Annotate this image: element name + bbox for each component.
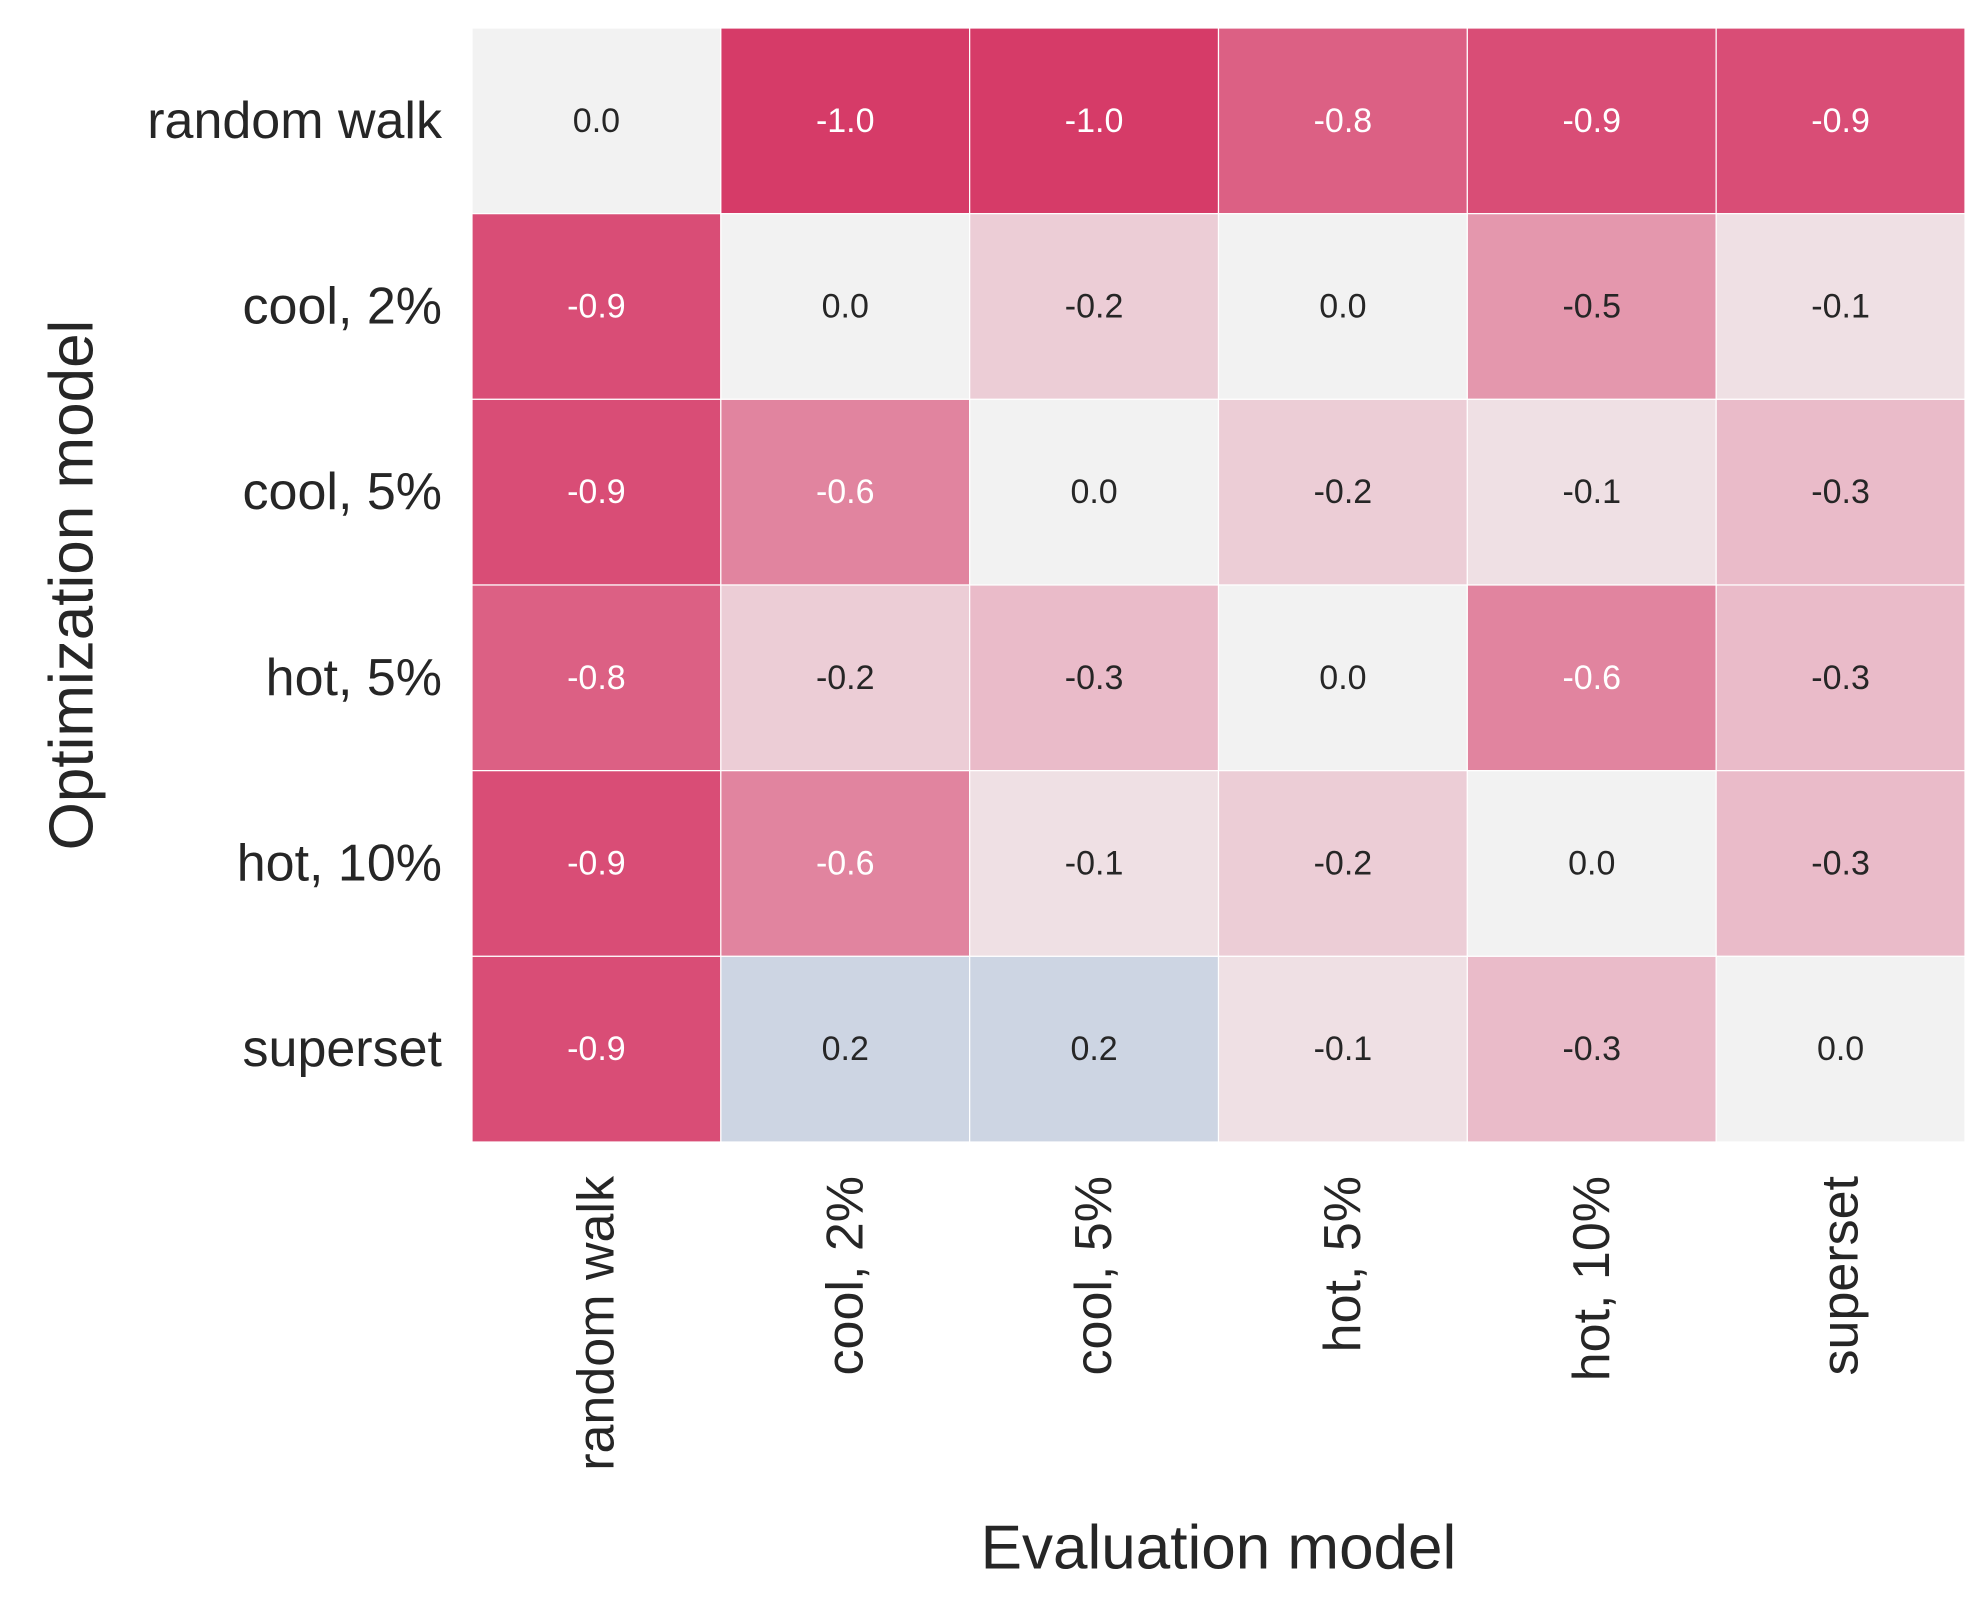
cell-value-label: -0.9 (1811, 102, 1870, 140)
y-tick-label: cool, 2% (243, 278, 442, 336)
y-tick-label: random walk (147, 92, 443, 150)
cell-value-label: -0.5 (1562, 288, 1621, 326)
cell-value-label: 0.0 (1319, 288, 1366, 326)
cell-value-label: -0.1 (1314, 1030, 1373, 1068)
cell-value-label: -0.9 (567, 288, 626, 326)
y-tick-label: cool, 5% (243, 463, 442, 521)
heatmap-cell (969, 584, 1220, 772)
cell-value-labels: 0.0 -1.0 -1.0 -0.8 -0.9 -0.9 -0.9 0.0 -0.2 0.0 -0.… (567, 102, 1870, 1068)
cell-value-label: -1.0 (1065, 102, 1124, 140)
heatmap-cell (1466, 27, 1717, 215)
heatmap-cell (1217, 770, 1468, 957)
cell-value-label: -0.3 (1811, 845, 1870, 883)
cell-value-label: -0.1 (1065, 845, 1124, 883)
cell-value-label: 0.2 (1070, 1030, 1117, 1068)
heatmap-cells (471, 27, 1966, 1143)
cell-value-label: -0.3 (1065, 659, 1124, 697)
heatmap-cell (1217, 955, 1468, 1143)
heatmap-cell (471, 213, 722, 400)
cell-value-label: -0.9 (567, 473, 626, 511)
cell-value-label: -0.2 (816, 659, 875, 697)
cell-value-label: -0.3 (1562, 1030, 1621, 1068)
heatmap-cell (471, 955, 722, 1143)
cell-value-label: -0.2 (1065, 288, 1124, 326)
heatmap-cell (1217, 27, 1468, 215)
cell-value-label: 0.0 (1319, 659, 1366, 697)
y-tick-label: hot, 5% (266, 649, 442, 707)
x-tick-label: random walk (567, 1175, 625, 1471)
heatmap-cell (1715, 584, 1966, 772)
cell-value-label: 0.0 (1568, 845, 1615, 883)
heatmap-cell (1715, 27, 1966, 215)
heatmap-cell (471, 27, 722, 215)
y-axis-title: Optimization model (38, 320, 107, 851)
cell-value-label: -0.6 (816, 845, 875, 883)
heatmap-cell (720, 584, 971, 772)
cell-value-label: 0.0 (1817, 1030, 1864, 1068)
heatmap-cell (1715, 213, 1966, 400)
x-tick-label: hot, 5% (1314, 1176, 1372, 1352)
cell-value-label: -1.0 (816, 102, 875, 140)
heatmap-cell (969, 398, 1220, 586)
y-tick-label: hot, 10% (237, 835, 442, 893)
x-tick-label: cool, 5% (1065, 1176, 1123, 1375)
heatmap-cell (720, 213, 971, 400)
x-tick-labels: random walk cool, 2% cool, 5% hot, 5% hot, 1… (567, 1175, 1869, 1471)
heatmap-cell (471, 584, 722, 772)
y-tick-labels: random walk cool, 2% cool, 5% hot, 5% hot, 1… (147, 92, 443, 1078)
cell-value-label: 0.0 (573, 102, 620, 140)
heatmap-cell (720, 398, 971, 586)
heatmap-cell (1217, 213, 1468, 400)
cell-value-label: -0.9 (1562, 102, 1621, 140)
cell-value-label: -0.8 (567, 659, 626, 697)
x-axis-title: Evaluation model (981, 1514, 1457, 1583)
cell-value-label: -0.2 (1314, 473, 1373, 511)
heatmap-cell (1466, 770, 1717, 957)
heatmap-cell (471, 398, 722, 586)
cell-value-label: -0.9 (567, 1030, 626, 1068)
cell-value-label: 0.0 (822, 288, 869, 326)
heatmap-cell (1466, 955, 1717, 1143)
y-tick-label: superset (243, 1020, 443, 1078)
heatmap-cell (720, 770, 971, 957)
heatmap-cell (1466, 398, 1717, 586)
cell-value-label: -0.1 (1811, 288, 1870, 326)
heatmap-cell (1217, 584, 1468, 772)
heatmap-cell (720, 27, 971, 215)
cell-value-label: -0.2 (1314, 845, 1373, 883)
heatmap-cell (1715, 955, 1966, 1143)
cell-value-label: -0.1 (1562, 473, 1621, 511)
heatmap-cell (1715, 398, 1966, 586)
x-tick-label: cool, 2% (816, 1176, 874, 1375)
heatmap-cell (1217, 398, 1468, 586)
cell-value-label: -0.8 (1314, 102, 1373, 140)
heatmap-cell (969, 770, 1220, 957)
cell-value-label: -0.3 (1811, 659, 1870, 697)
heatmap-cell (1715, 770, 1966, 957)
heatmap-cell (969, 27, 1220, 215)
cell-value-label: -0.6 (816, 473, 875, 511)
cell-value-label: -0.9 (567, 845, 626, 883)
cell-value-label: 0.0 (1070, 473, 1117, 511)
heatmap-cell (471, 770, 722, 957)
heatmap-cell (1466, 584, 1717, 772)
cell-value-label: -0.6 (1562, 659, 1621, 697)
cell-value-label: 0.2 (822, 1030, 869, 1068)
cell-value-label: -0.3 (1811, 473, 1870, 511)
x-tick-label: hot, 10% (1563, 1176, 1621, 1381)
x-tick-label: superset (1812, 1175, 1870, 1375)
